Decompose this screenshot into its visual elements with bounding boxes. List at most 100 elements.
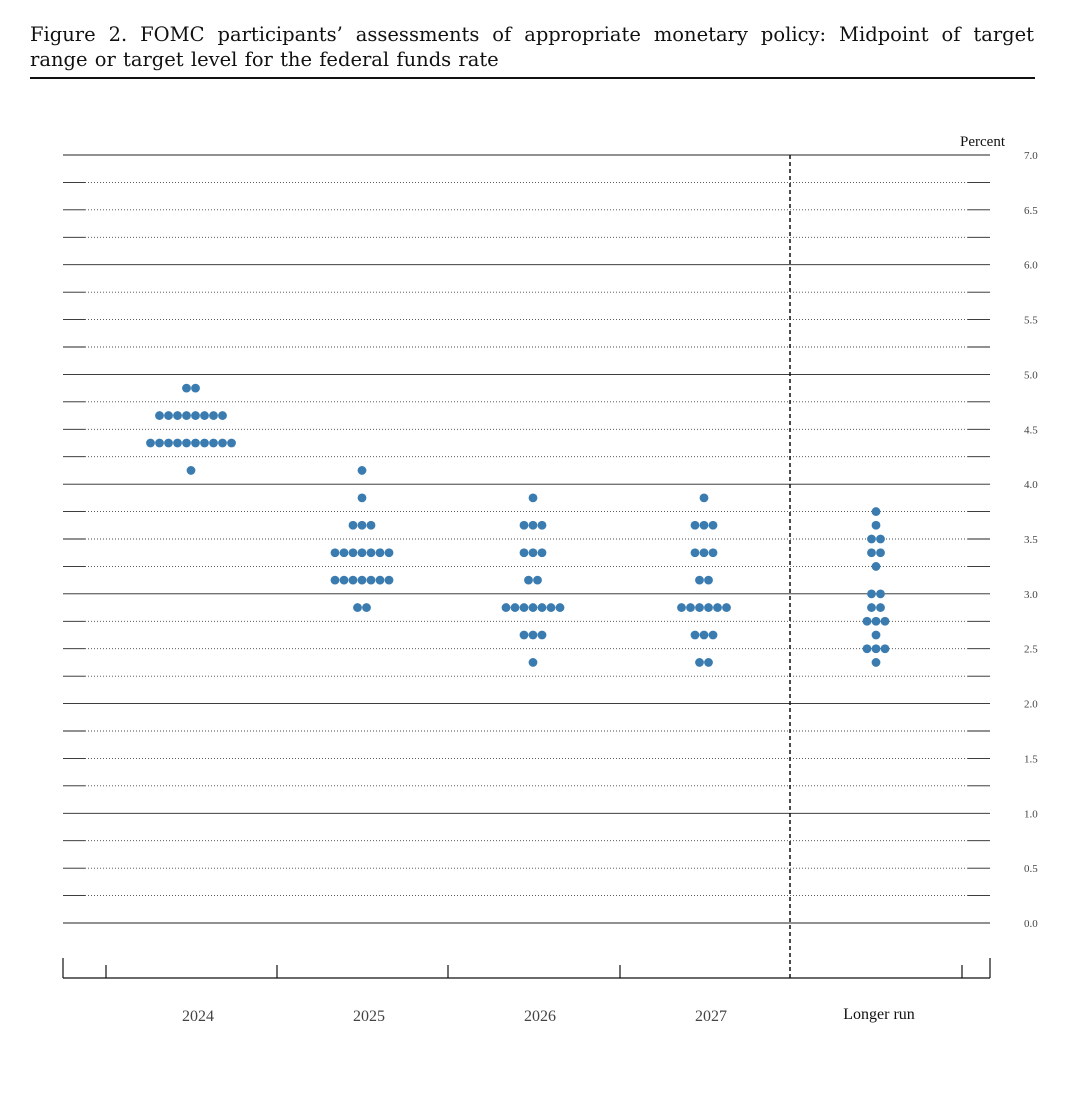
participant-dot [871,507,881,516]
participant-dot [704,603,713,612]
participant-dot [695,603,704,612]
y-tick-label: 6.0 [1024,260,1038,272]
participant-dot [722,603,731,612]
participant-dot [357,575,367,585]
participant-dot [528,603,538,612]
participant-dot [862,644,872,654]
participant-dot [191,438,200,448]
participant-dot [519,548,529,558]
participant-dot [146,438,155,448]
participant-dot [699,493,709,503]
participant-dot [209,438,218,448]
participant-dot [339,575,349,585]
participant-dot [690,520,700,530]
participant-dot [200,411,209,420]
participant-dot [330,548,340,558]
participant-dot [555,603,565,612]
y-tick-label: 3.5 [1024,534,1038,546]
dots-layer [146,383,890,667]
participant-dot [876,589,885,599]
x-category-label: Longer run [843,1006,915,1023]
participant-dot [357,548,367,558]
participant-dot [880,644,890,654]
x-category-label: 2025 [353,1008,385,1025]
participant-dot [173,438,182,448]
participant-dot [704,658,713,667]
participant-dot [699,548,709,558]
participant-dot [218,438,227,448]
participant-dot [537,630,547,640]
participant-dot [537,520,547,530]
participant-dot [164,411,173,420]
x-category-label: 2026 [524,1008,556,1025]
participant-dot [867,534,876,544]
title-rule [30,77,1035,79]
participant-dot [867,603,876,612]
participant-dot [209,411,218,420]
participant-dot [227,438,236,448]
participant-dot [384,575,394,585]
participant-dot [348,548,358,558]
y-tick-label: 3.0 [1024,589,1038,601]
participant-dot [871,520,881,530]
y-axis-unit-label: Percent [960,134,1006,150]
participant-dot [375,548,385,558]
participant-dot [182,411,191,420]
participant-dot [699,520,709,530]
participant-dot [690,548,700,558]
participant-dot [546,603,556,612]
participant-dot [695,658,704,667]
participant-dot [519,603,529,612]
participant-dot [519,630,529,640]
participant-dot [708,548,718,558]
participant-dot [871,644,881,654]
x-category-label: 2024 [182,1008,214,1025]
participant-dot [686,603,695,612]
figure-title: Figure 2. FOMC participants’ assessments… [30,23,1034,71]
participant-dot [375,575,385,585]
participant-dot [862,616,872,626]
participant-dot [218,411,227,420]
participant-dot [384,548,394,558]
participant-dot [871,658,881,667]
y-tick-label: 2.5 [1024,644,1038,656]
participant-dot [708,630,718,640]
participant-dot [191,383,200,393]
participant-dot [713,603,722,612]
participant-dot [155,411,164,420]
participant-dot [366,520,376,530]
participant-dot [366,548,376,558]
participant-dot [528,520,538,530]
participant-dot [880,616,890,626]
participant-dot [519,520,529,530]
participant-dot [200,438,209,448]
y-tick-label: 0.5 [1024,863,1038,875]
participant-dot [191,411,200,420]
participant-dot [182,383,191,393]
participant-dot [339,548,349,558]
participant-dot [867,548,876,558]
participant-dot [164,438,173,448]
participant-dot [357,493,367,503]
participant-dot [357,520,367,530]
participant-dot [708,520,718,530]
participant-dot [348,520,358,530]
participant-dot [867,589,876,599]
y-tick-label: 7.0 [1024,150,1038,162]
participant-dot [501,603,511,612]
participant-dot [537,548,547,558]
participant-dot [366,575,376,585]
participant-dot [186,466,196,475]
participant-dot [155,438,164,448]
participant-dot [173,411,182,420]
participant-dot [695,575,704,585]
y-tick-label: 4.0 [1024,479,1038,491]
participant-dot [871,616,881,626]
participant-dot [876,534,885,544]
x-axis: 0.0 0.5 1.0 1.5 2.0 2.5 3.0 3.5 4.0 4.5 5.0 5.5 6.0 6… [62,150,1038,1025]
participant-dot [876,603,885,612]
y-tick-label: 5.5 [1024,315,1038,327]
y-tick-label: 1.0 [1024,808,1038,820]
participant-dot [362,603,371,612]
